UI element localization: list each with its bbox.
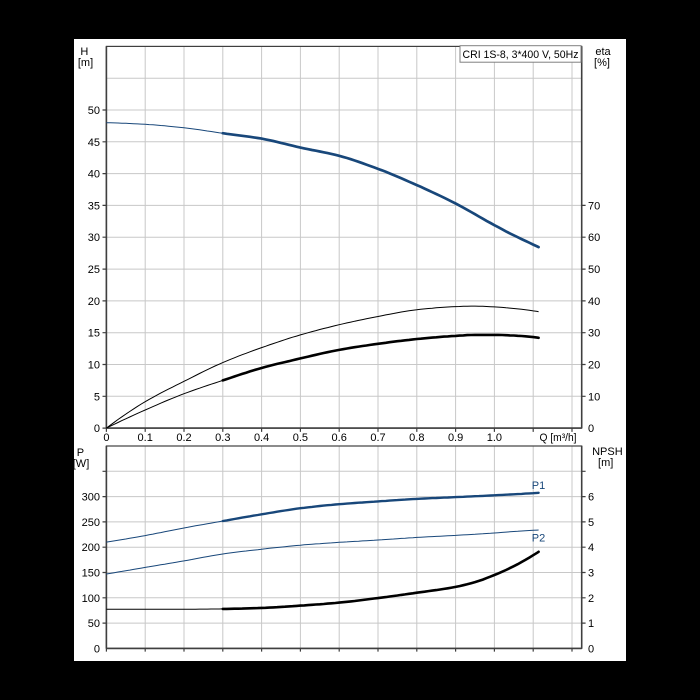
svg-text:10: 10 [88,360,100,372]
svg-text:200: 200 [82,542,100,554]
svg-text:CRI 1S-8, 3*400 V, 50Hz: CRI 1S-8, 3*400 V, 50Hz [463,49,579,61]
svg-text:0.8: 0.8 [409,432,424,444]
svg-text:35: 35 [88,200,100,212]
svg-text:[W]: [W] [73,458,90,470]
svg-text:1: 1 [588,618,594,630]
svg-text:2: 2 [588,593,594,605]
svg-text:Q [m³/h]: Q [m³/h] [540,432,577,444]
svg-text:H: H [80,46,88,58]
svg-text:0.9: 0.9 [448,432,463,444]
svg-text:25: 25 [88,264,100,276]
svg-text:P2: P2 [532,533,545,545]
svg-text:300: 300 [82,492,100,504]
svg-text:0.1: 0.1 [138,432,153,444]
svg-text:30: 30 [588,328,600,340]
svg-text:50: 50 [88,618,100,630]
svg-text:10: 10 [588,391,600,403]
svg-text:0.5: 0.5 [293,432,308,444]
svg-text:5: 5 [588,517,594,529]
svg-text:0: 0 [103,432,109,444]
svg-text:0: 0 [588,643,594,655]
svg-text:[m]: [m] [78,57,93,69]
svg-text:100: 100 [82,593,100,605]
svg-text:6: 6 [588,492,594,504]
svg-text:0.2: 0.2 [176,432,191,444]
svg-text:40: 40 [588,296,600,308]
svg-text:0: 0 [588,423,594,435]
svg-text:0: 0 [94,643,100,655]
svg-text:30: 30 [88,232,100,244]
svg-text:50: 50 [88,105,100,117]
svg-text:P1: P1 [532,480,545,492]
svg-text:45: 45 [88,137,100,149]
svg-text:0.6: 0.6 [332,432,347,444]
svg-text:0.3: 0.3 [215,432,230,444]
svg-text:250: 250 [82,517,100,529]
svg-text:0.4: 0.4 [254,432,269,444]
svg-text:3: 3 [588,568,594,580]
svg-text:NPSH: NPSH [592,446,623,458]
svg-text:20: 20 [588,360,600,372]
svg-text:20: 20 [88,296,100,308]
svg-text:0.7: 0.7 [370,432,385,444]
svg-text:[%]: [%] [594,57,610,69]
svg-text:[m]: [m] [598,457,613,469]
svg-text:1.0: 1.0 [487,432,502,444]
svg-text:70: 70 [588,200,600,212]
svg-text:60: 60 [588,232,600,244]
svg-text:15: 15 [88,328,100,340]
svg-text:P: P [77,447,84,459]
svg-text:40: 40 [88,169,100,181]
svg-text:4: 4 [588,542,594,554]
svg-text:0: 0 [94,423,100,435]
svg-text:eta: eta [595,46,611,58]
svg-text:5: 5 [94,391,100,403]
svg-text:150: 150 [82,568,100,580]
svg-text:50: 50 [588,264,600,276]
